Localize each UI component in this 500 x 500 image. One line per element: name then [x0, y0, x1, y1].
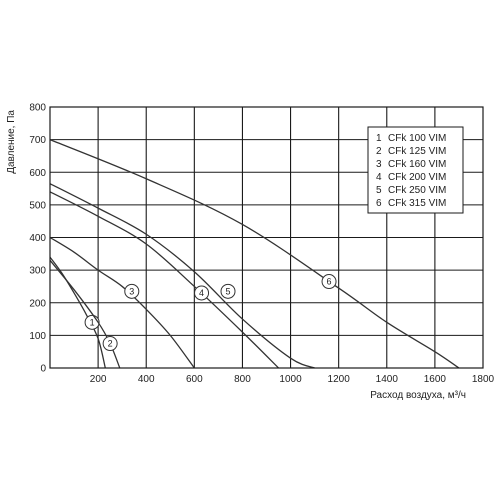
y-tick-label: 0	[40, 364, 46, 375]
curve-line-4	[49, 191, 279, 369]
legend-number: 2	[376, 146, 382, 157]
legend-label: CFk 200 VIM	[388, 172, 446, 183]
curve-line-5	[49, 183, 315, 369]
curve-marker-label: 4	[199, 288, 204, 298]
legend-label: CFk 125 VIM	[388, 146, 446, 157]
legend-label: CFk 100 VIM	[388, 133, 446, 144]
y-axis-label: Давление, Па	[6, 110, 17, 174]
performance-curves: 1 2 3 4 5 6	[49, 139, 460, 369]
legend-number: 6	[376, 198, 382, 209]
curve-marker-label: 5	[226, 287, 231, 297]
curve-line-1	[49, 256, 106, 369]
legend-label: CFk 315 VIM	[388, 198, 446, 209]
legend-number: 5	[376, 185, 382, 196]
legend-box	[367, 126, 464, 214]
curve-line-3	[49, 236, 195, 369]
x-tick-label: 600	[186, 374, 203, 385]
legend-label: CFk 160 VIM	[388, 159, 446, 170]
x-axis-label: Расход воздуха, м³/ч	[370, 390, 466, 401]
x-tick-label: 1800	[472, 374, 495, 385]
curve-line-6	[49, 139, 460, 369]
plot-frame	[49, 106, 484, 369]
y-tick-label: 800	[29, 103, 46, 114]
x-tick-label: 800	[234, 374, 251, 385]
y-tick-label: 200	[29, 298, 46, 309]
curve-marker-2	[102, 336, 118, 352]
curve-line-2	[49, 259, 121, 369]
grid	[50, 107, 483, 368]
y-tick-label: 100	[29, 331, 46, 342]
x-tick-label: 1600	[424, 374, 447, 385]
axis-ticks: 0 100 200 300 400 500 600 700 800 200 400 600 800 100…	[29, 103, 494, 386]
legend-number: 1	[376, 133, 382, 144]
curve-marker-label: 3	[129, 287, 134, 297]
y-tick-label: 400	[29, 233, 46, 244]
x-tick-label: 1000	[279, 374, 302, 385]
curve-marker-5	[220, 283, 236, 299]
curve-marker-label: 6	[327, 277, 332, 287]
legend-number: 3	[376, 159, 382, 170]
x-tick-label: 400	[138, 374, 155, 385]
legend-number: 4	[376, 172, 382, 183]
x-tick-label: 1400	[376, 374, 399, 385]
legend-label: CFk 250 VIM	[388, 185, 446, 196]
curve-marker-4	[194, 285, 210, 301]
curve-marker-label: 2	[108, 339, 113, 349]
y-tick-label: 300	[29, 266, 46, 277]
x-tick-label: 200	[90, 374, 107, 385]
curve-marker-label: 1	[90, 318, 95, 328]
y-tick-label: 700	[29, 135, 46, 146]
y-tick-label: 500	[29, 200, 46, 211]
curve-marker-6	[321, 274, 337, 290]
x-tick-label: 1200	[328, 374, 351, 385]
y-tick-label: 600	[29, 168, 46, 179]
curve-marker-3	[124, 283, 140, 299]
legend: 1 CFk 100 VIM 2 CFk 125 VIM 3 CFk 160 VIM 4 CFk…	[367, 126, 464, 214]
